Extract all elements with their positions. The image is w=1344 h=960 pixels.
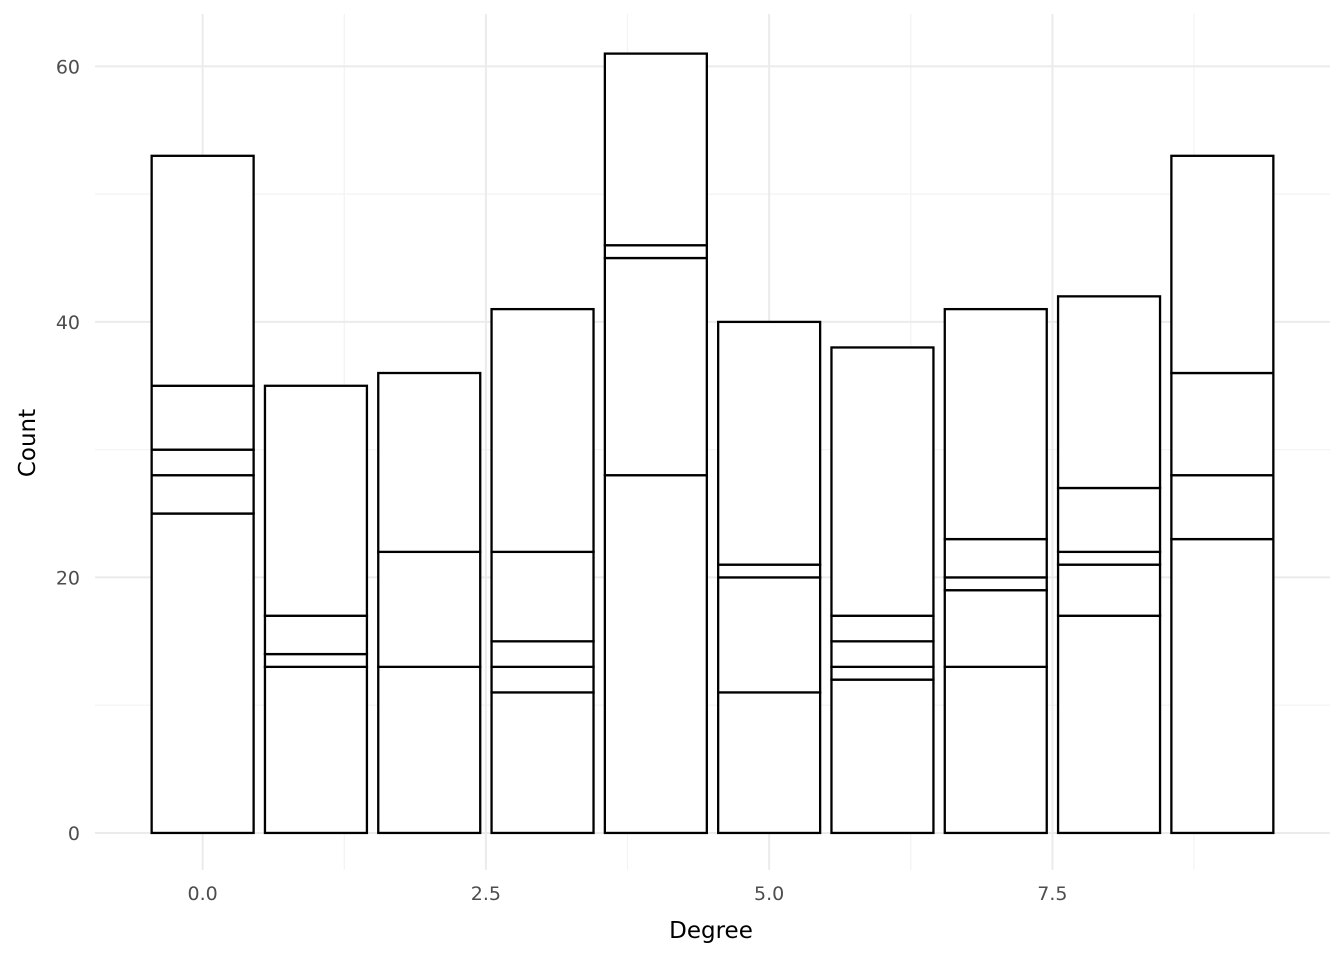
- bar-segment: [830, 346, 935, 617]
- bar-segment: [717, 563, 822, 579]
- y-tick-label: 0: [68, 823, 80, 845]
- bar-segment: [490, 691, 595, 835]
- x-tick-label: 5.0: [754, 883, 784, 905]
- bar-segment: [943, 576, 1048, 592]
- bar-stack-7: [943, 307, 1048, 835]
- bar-segment: [830, 665, 935, 681]
- bar-stack-3: [490, 307, 595, 835]
- bar-segment: [1056, 550, 1162, 566]
- bar-segment: [1170, 371, 1275, 477]
- bar-segment: [943, 665, 1048, 835]
- bar-stack-0: [150, 154, 255, 835]
- bar-segment: [263, 665, 369, 835]
- y-tick-label: 40: [56, 312, 80, 334]
- bar-segment: [943, 589, 1048, 669]
- x-tick-label: 7.5: [1037, 883, 1067, 905]
- bar-segment: [717, 576, 822, 694]
- bar-segment: [377, 550, 482, 669]
- x-axis-title: Degree: [669, 918, 753, 944]
- bar-segment: [1056, 614, 1162, 835]
- x-axis-tick-labels: 0.0 2.5 5.0 7.5: [188, 883, 1068, 905]
- bar-segment: [603, 244, 708, 260]
- bar-segment: [943, 537, 1048, 579]
- bar-segment: [603, 256, 708, 477]
- bar-segment: [150, 448, 255, 477]
- bar-segment: [490, 307, 595, 554]
- bar-stack-2: [377, 371, 482, 835]
- bar-segment: [1170, 537, 1275, 835]
- bar-stack-4: [603, 52, 708, 835]
- y-tick-label: 20: [56, 567, 80, 589]
- bar-segment: [1170, 474, 1275, 541]
- x-tick-label: 0.0: [188, 883, 218, 905]
- bar-segment: [490, 550, 595, 643]
- y-tick-label: 60: [56, 56, 80, 78]
- bar-segment: [830, 614, 935, 643]
- bar-segment: [1056, 486, 1162, 554]
- bar-stack-5: [717, 320, 822, 835]
- bar-segment: [263, 614, 369, 656]
- bar-segment: [1056, 563, 1162, 617]
- bar-segment: [263, 652, 369, 669]
- bar-segment: [830, 640, 935, 669]
- bar-segment: [490, 665, 595, 694]
- bar-segment: [150, 474, 255, 515]
- bars: [150, 52, 1275, 835]
- bar-segment: [377, 665, 482, 835]
- bar-segment: [717, 320, 822, 566]
- bar-stack-6: [830, 346, 935, 835]
- bar-segment: [1170, 154, 1275, 375]
- bar-stack-8: [1056, 295, 1162, 835]
- bar-segment: [717, 691, 822, 835]
- bar-segment: [943, 307, 1048, 541]
- bar-segment: [490, 640, 595, 669]
- bar-stack-9: [1170, 154, 1275, 835]
- bar-segment: [150, 384, 255, 451]
- y-axis-tick-labels: 0 20 40 60: [56, 56, 80, 845]
- bar-segment: [263, 384, 369, 617]
- bar-segment: [603, 52, 708, 247]
- x-tick-label: 2.5: [471, 883, 501, 905]
- y-axis-title: Count: [15, 409, 41, 477]
- bar-stack-1: [263, 384, 369, 835]
- bar-segment: [150, 154, 255, 387]
- bar-segment: [150, 512, 255, 835]
- bar-segment: [830, 678, 935, 835]
- bar-segment: [377, 371, 482, 554]
- bar-segment: [1056, 295, 1162, 490]
- bar-segment: [603, 474, 708, 835]
